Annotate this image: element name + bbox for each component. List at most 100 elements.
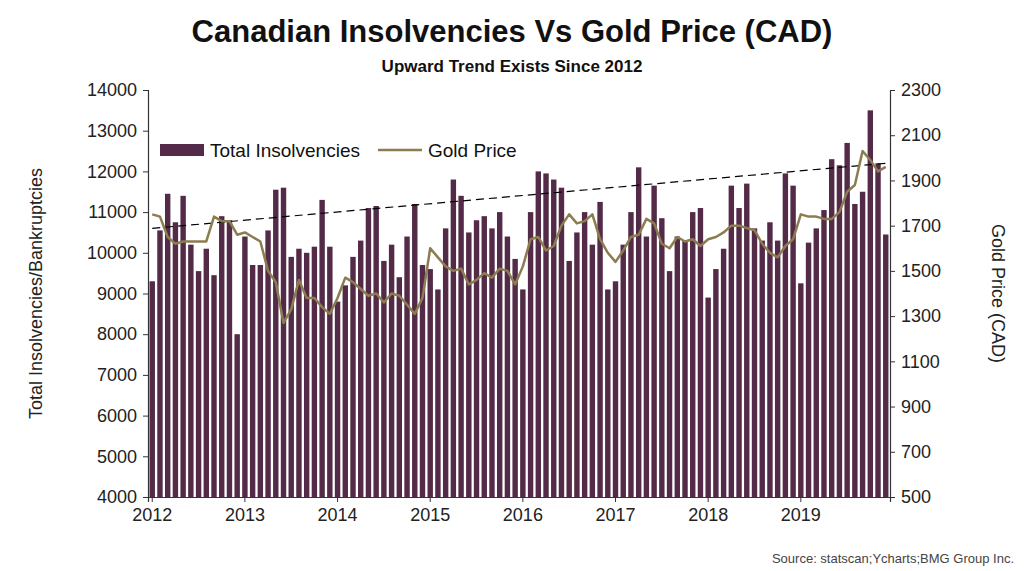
tick-label: 1300 [901,306,941,326]
axis-line [891,91,896,498]
chart-svg: 2012201320142015201620172018201940005000… [0,0,1024,571]
bar [798,283,803,497]
tick-label: 1100 [901,352,940,372]
bar [273,190,278,497]
tick-mark [890,90,895,91]
bar [335,302,340,497]
tick: 2016 [503,497,543,525]
bar [173,222,178,497]
tick-label: 5000 [97,447,137,467]
tick-mark [143,171,148,172]
tick: 900 [890,397,931,417]
tick: 1500 [890,261,941,281]
bar [435,289,440,497]
tick-label: 9000 [97,284,137,304]
legend: Total InsolvenciesGold Price [160,140,517,161]
bar [520,289,525,497]
tick-label: 2012 [132,505,172,525]
x-axis: 20122013201420152016201720182019 [132,497,890,525]
bar [752,228,757,497]
tick-mark [890,452,895,453]
tick: 10000 [87,243,148,263]
bar [883,234,888,497]
tick-mark [143,212,148,213]
tick-mark [143,253,148,254]
tick-label: 1500 [901,261,941,281]
tick-label: 700 [901,442,931,462]
tick-label: 500 [901,487,931,507]
bar [651,186,656,497]
bar [675,237,680,497]
bar [489,228,494,497]
y-axis: 4000500060007000800090001000011000120001… [87,80,149,507]
tick: 6000 [97,406,148,426]
tick-mark [890,271,895,272]
bar [659,218,664,497]
bar [312,247,317,497]
tick-mark [890,361,895,362]
bar [350,257,355,497]
bar [875,163,880,497]
bar [412,204,417,497]
bar [590,245,595,497]
bar [373,206,378,497]
tick-label: 6000 [97,406,137,426]
bar [227,220,232,497]
bar [636,167,641,497]
bar [289,257,294,497]
tick-mark [708,497,709,502]
tick: 700 [890,442,931,462]
tick-label: 7000 [97,365,137,385]
tick: 7000 [97,365,148,385]
tick-mark [143,131,148,132]
bar [806,243,811,497]
tick-label: 2017 [595,505,635,525]
bar [242,237,247,497]
tick-label: 2018 [688,505,728,525]
bar [767,222,772,497]
bar [613,281,618,497]
tick-mark [143,90,148,91]
bar [705,298,710,497]
bar [736,208,741,497]
tick: 4000 [97,487,148,507]
annotation: Source: statscan;Ycharts;BMG Group Inc. [772,551,1014,566]
chart-container: 2012201320142015201620172018201940005000… [0,0,1024,571]
bar [783,173,788,497]
tick-label: 10000 [87,243,137,263]
bar [157,230,162,497]
y2-axis: 5007009001100130015001700190021002300 [890,80,941,507]
y-axis-title: Total Insolvencies/Bankruptcies [26,168,46,419]
y2-axis-title: Gold Price (CAD) [988,224,1008,363]
bar [188,245,193,497]
tick-mark [890,180,895,181]
bar [566,261,571,497]
bar [574,232,579,497]
tick: 5000 [97,447,148,467]
tick-mark [430,497,431,502]
tick: 1100 [890,352,940,372]
bar [821,210,826,497]
tick-label: 2014 [318,505,358,525]
bar [860,192,865,497]
axis-line [143,91,149,498]
bar [343,285,348,497]
tick: 500 [890,487,931,507]
legend-item: Gold Price [378,140,517,161]
tick-label: 2013 [225,505,265,525]
tick-label: 4000 [97,487,137,507]
bar [451,180,456,497]
bar [381,261,386,497]
tick-label: 1700 [901,216,941,236]
tick-mark [337,497,338,502]
bar [196,271,201,497]
bar [258,265,263,497]
tick: 2015 [410,497,450,525]
bar [211,275,216,497]
tick: 2014 [318,497,358,525]
bar [760,241,765,497]
bar [150,281,155,497]
bar [458,196,463,497]
bar [644,237,649,497]
bar [304,253,309,497]
